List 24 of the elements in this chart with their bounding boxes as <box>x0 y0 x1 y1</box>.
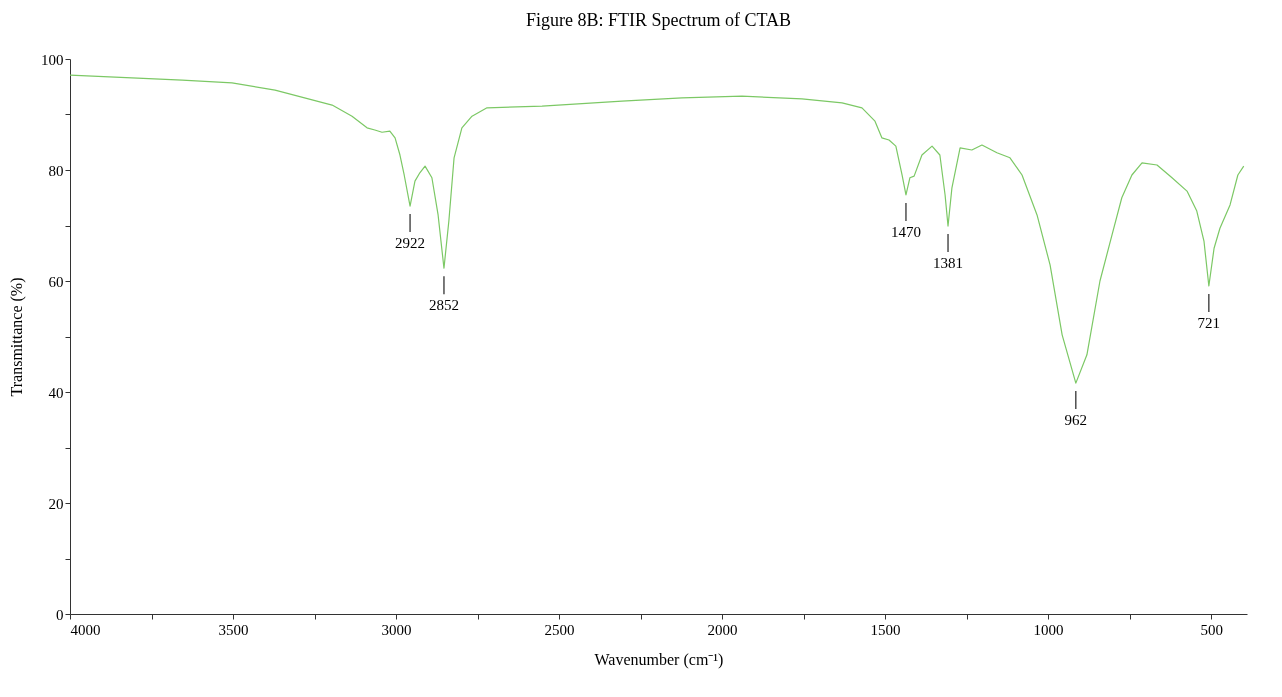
chart-title: Figure 8B: FTIR Spectrum of CTAB <box>525 10 792 30</box>
x-tick-label: 2500 <box>544 621 575 638</box>
y-tick-label: 20 <box>48 495 64 512</box>
x-tick-label: 500 <box>1200 621 1223 638</box>
annotation: 2922 <box>395 235 426 252</box>
annotation: 2852 <box>428 297 459 314</box>
annotation: 1470 <box>890 223 921 240</box>
x-tick-label: 3000 <box>381 621 412 638</box>
x-tick-label: 1000 <box>1033 621 1064 638</box>
annotation: 721 <box>1197 314 1221 331</box>
x-tick-label: 4000 <box>70 621 101 638</box>
y-tick-label: 0 <box>56 606 64 623</box>
annotation: 962 <box>1064 412 1088 429</box>
y-tick-label: 60 <box>48 273 64 290</box>
y-tick-label: 100 <box>41 51 64 68</box>
y-tick-label: 80 <box>48 162 64 179</box>
x-axis-title: Wavenumber (cm⁻¹) <box>594 650 724 669</box>
x-tick-label: 3500 <box>218 621 249 638</box>
x-tick-label: 1500 <box>870 621 901 638</box>
y-axis-title: Transmittance (%) <box>8 277 26 397</box>
x-tick-label: 2000 <box>707 621 738 638</box>
annotation: 1381 <box>933 255 964 272</box>
y-tick-label: 40 <box>48 384 64 401</box>
line-series <box>70 74 1245 384</box>
